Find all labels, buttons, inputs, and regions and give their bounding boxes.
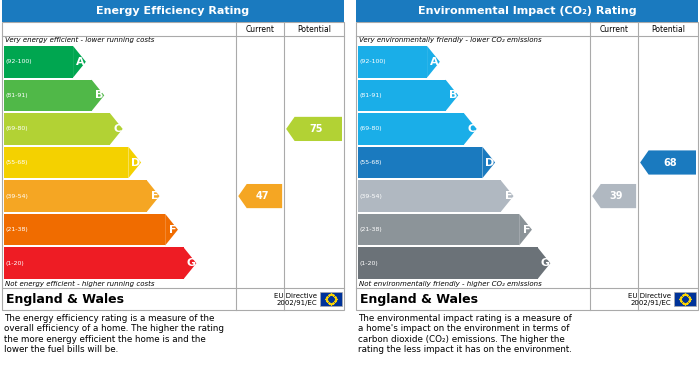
Text: Very environmentally friendly - lower CO₂ emissions: Very environmentally friendly - lower CO… [359, 37, 542, 43]
Text: England & Wales: England & Wales [6, 292, 124, 305]
Polygon shape [147, 180, 160, 212]
Polygon shape [482, 147, 495, 178]
Text: E: E [505, 191, 512, 201]
Polygon shape [110, 113, 122, 145]
Bar [320, 292, 342, 306]
Polygon shape [73, 46, 86, 77]
Text: (81-91): (81-91) [360, 93, 383, 98]
Bar [4, 80, 92, 111]
Text: (21-38): (21-38) [6, 227, 29, 232]
Text: F: F [524, 225, 531, 235]
Text: (69-80): (69-80) [6, 126, 29, 131]
Text: (39-54): (39-54) [6, 194, 29, 199]
Polygon shape [286, 117, 342, 141]
Text: C: C [113, 124, 122, 134]
Polygon shape [445, 80, 458, 111]
Text: (69-80): (69-80) [360, 126, 383, 131]
Text: (21-38): (21-38) [360, 227, 383, 232]
Bar [358, 80, 445, 111]
Polygon shape [92, 80, 104, 111]
Text: Energy Efficiency Rating: Energy Efficiency Rating [97, 6, 250, 16]
Text: D: D [485, 158, 494, 167]
Text: 68: 68 [664, 158, 677, 167]
Text: G: G [540, 258, 550, 268]
Text: EU Directive
2002/91/EC: EU Directive 2002/91/EC [628, 292, 671, 305]
Polygon shape [538, 248, 550, 279]
Text: England & Wales: England & Wales [360, 292, 478, 305]
Polygon shape [592, 184, 636, 208]
Polygon shape [500, 180, 514, 212]
Polygon shape [519, 214, 532, 246]
Bar [4, 46, 73, 77]
Text: Current: Current [246, 25, 274, 34]
Text: Not environmentally friendly - higher CO₂ emissions: Not environmentally friendly - higher CO… [359, 281, 542, 287]
Bar [4, 248, 183, 279]
Polygon shape [640, 151, 696, 175]
Text: A: A [430, 57, 439, 67]
Text: Environmental Impact (CO₂) Rating: Environmental Impact (CO₂) Rating [418, 6, 636, 16]
Bar [358, 46, 427, 77]
Text: (55-68): (55-68) [360, 160, 382, 165]
Text: B: B [95, 90, 104, 100]
Text: (1-20): (1-20) [360, 261, 379, 266]
Bar [358, 180, 500, 212]
Text: B: B [449, 90, 457, 100]
Text: F: F [169, 225, 177, 235]
Text: (92-100): (92-100) [6, 59, 33, 64]
Bar [358, 214, 519, 246]
Text: C: C [468, 124, 476, 134]
Text: D: D [131, 158, 140, 167]
Text: (81-91): (81-91) [6, 93, 29, 98]
Bar [358, 113, 464, 145]
Text: (1-20): (1-20) [6, 261, 25, 266]
Text: The environmental impact rating is a measure of
a home's impact on the environme: The environmental impact rating is a mea… [358, 314, 572, 354]
Text: Very energy efficient - lower running costs: Very energy efficient - lower running co… [5, 37, 155, 43]
Text: G: G [186, 258, 195, 268]
Text: Potential: Potential [297, 25, 331, 34]
Polygon shape [128, 147, 141, 178]
Text: The energy efficiency rating is a measure of the
overall efficiency of a home. T: The energy efficiency rating is a measur… [4, 314, 224, 354]
Bar [356, 0, 698, 22]
Bar [356, 22, 698, 310]
Polygon shape [165, 214, 178, 246]
Bar [4, 147, 128, 178]
Bar [674, 292, 696, 306]
Text: Potential: Potential [651, 25, 685, 34]
Bar [358, 147, 482, 178]
Text: (39-54): (39-54) [360, 194, 383, 199]
Text: EU Directive
2002/91/EC: EU Directive 2002/91/EC [274, 292, 317, 305]
Text: 75: 75 [309, 124, 323, 134]
Bar [2, 0, 344, 22]
Polygon shape [183, 248, 197, 279]
Text: (55-68): (55-68) [6, 160, 29, 165]
Bar [4, 113, 110, 145]
Bar [4, 214, 165, 246]
Bar [4, 180, 147, 212]
Text: Not energy efficient - higher running costs: Not energy efficient - higher running co… [5, 281, 155, 287]
Polygon shape [427, 46, 440, 77]
Text: 47: 47 [256, 191, 269, 201]
Bar [2, 22, 344, 310]
Text: 39: 39 [610, 191, 623, 201]
Text: Current: Current [600, 25, 629, 34]
Text: A: A [76, 57, 85, 67]
Text: E: E [151, 191, 158, 201]
Polygon shape [464, 113, 477, 145]
Polygon shape [238, 184, 282, 208]
Bar [358, 248, 538, 279]
Text: (92-100): (92-100) [360, 59, 386, 64]
